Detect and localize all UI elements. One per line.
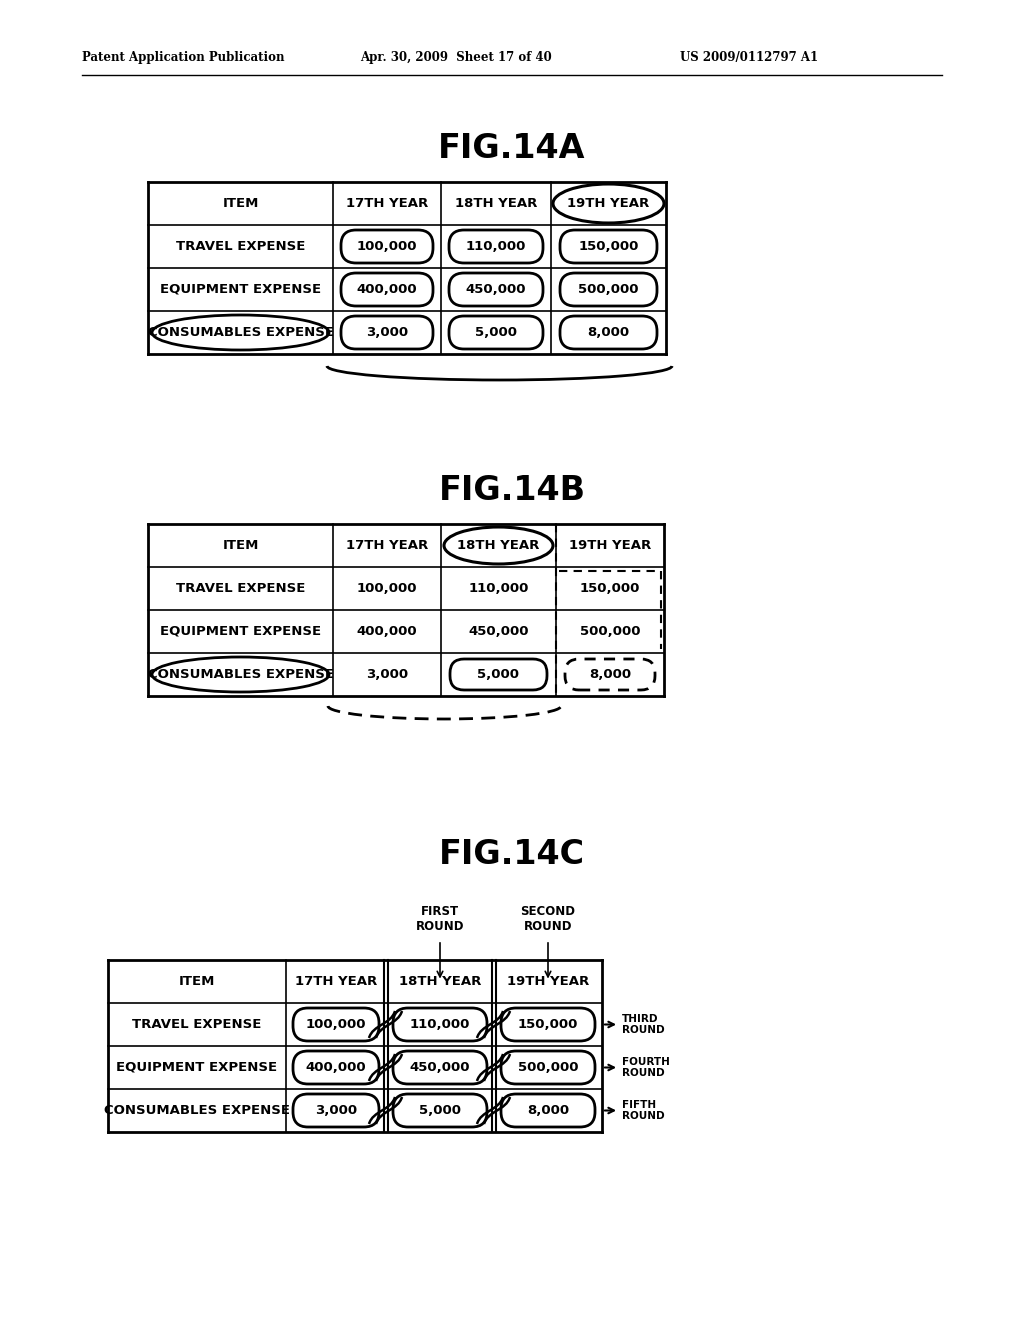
Text: 5,000: 5,000 (419, 1104, 461, 1117)
Text: 18TH YEAR: 18TH YEAR (458, 539, 540, 552)
Text: TRAVEL EXPENSE: TRAVEL EXPENSE (176, 240, 305, 253)
Text: 19TH YEAR: 19TH YEAR (507, 975, 589, 987)
Text: EQUIPMENT EXPENSE: EQUIPMENT EXPENSE (160, 624, 322, 638)
Text: SECOND
ROUND: SECOND ROUND (520, 906, 575, 933)
Text: 8,000: 8,000 (588, 326, 630, 339)
Text: 100,000: 100,000 (356, 582, 417, 595)
Text: 100,000: 100,000 (306, 1018, 367, 1031)
Text: 150,000: 150,000 (580, 582, 640, 595)
Text: 100,000: 100,000 (356, 240, 417, 253)
Text: FOURTH
ROUND: FOURTH ROUND (622, 1057, 670, 1078)
Text: ITEM: ITEM (222, 197, 259, 210)
Text: CONSUMABLES EXPENSE: CONSUMABLES EXPENSE (147, 326, 334, 339)
Text: ITEM: ITEM (179, 975, 215, 987)
Text: TRAVEL EXPENSE: TRAVEL EXPENSE (176, 582, 305, 595)
Text: 500,000: 500,000 (518, 1061, 579, 1074)
Text: 17TH YEAR: 17TH YEAR (346, 539, 428, 552)
Text: 3,000: 3,000 (366, 668, 408, 681)
Text: 18TH YEAR: 18TH YEAR (398, 975, 481, 987)
Text: 450,000: 450,000 (468, 624, 528, 638)
Text: 19TH YEAR: 19TH YEAR (567, 197, 649, 210)
Text: CONSUMABLES EXPENSE: CONSUMABLES EXPENSE (147, 668, 334, 681)
Text: EQUIPMENT EXPENSE: EQUIPMENT EXPENSE (160, 282, 322, 296)
Text: 110,000: 110,000 (468, 582, 528, 595)
Text: 17TH YEAR: 17TH YEAR (346, 197, 428, 210)
Text: 150,000: 150,000 (579, 240, 639, 253)
Text: 3,000: 3,000 (366, 326, 408, 339)
Text: FIFTH
ROUND: FIFTH ROUND (622, 1100, 665, 1121)
Text: 5,000: 5,000 (477, 668, 519, 681)
Text: TRAVEL EXPENSE: TRAVEL EXPENSE (132, 1018, 262, 1031)
Text: 450,000: 450,000 (410, 1061, 470, 1074)
Text: 19TH YEAR: 19TH YEAR (569, 539, 651, 552)
Text: FIRST
ROUND: FIRST ROUND (416, 906, 464, 933)
Text: ITEM: ITEM (222, 539, 259, 552)
Text: Patent Application Publication: Patent Application Publication (82, 51, 285, 65)
Text: 3,000: 3,000 (315, 1104, 357, 1117)
Text: 450,000: 450,000 (466, 282, 526, 296)
Text: 150,000: 150,000 (518, 1018, 579, 1031)
Text: CONSUMABLES EXPENSE: CONSUMABLES EXPENSE (104, 1104, 290, 1117)
Text: 18TH YEAR: 18TH YEAR (455, 197, 538, 210)
Text: 8,000: 8,000 (527, 1104, 569, 1117)
Text: 400,000: 400,000 (356, 624, 418, 638)
Text: US 2009/0112797 A1: US 2009/0112797 A1 (680, 51, 818, 65)
Text: 500,000: 500,000 (579, 282, 639, 296)
Text: 110,000: 110,000 (466, 240, 526, 253)
Text: FIG.14A: FIG.14A (438, 132, 586, 165)
Text: 5,000: 5,000 (475, 326, 517, 339)
Text: 400,000: 400,000 (306, 1061, 367, 1074)
Text: 500,000: 500,000 (580, 624, 640, 638)
Text: THIRD
ROUND: THIRD ROUND (622, 1014, 665, 1035)
Text: FIG.14C: FIG.14C (439, 838, 585, 871)
Text: 8,000: 8,000 (589, 668, 631, 681)
Text: EQUIPMENT EXPENSE: EQUIPMENT EXPENSE (117, 1061, 278, 1074)
Text: FIG.14B: FIG.14B (438, 474, 586, 507)
Text: 110,000: 110,000 (410, 1018, 470, 1031)
Text: 400,000: 400,000 (356, 282, 418, 296)
Text: 17TH YEAR: 17TH YEAR (295, 975, 377, 987)
Text: Apr. 30, 2009  Sheet 17 of 40: Apr. 30, 2009 Sheet 17 of 40 (360, 51, 552, 65)
